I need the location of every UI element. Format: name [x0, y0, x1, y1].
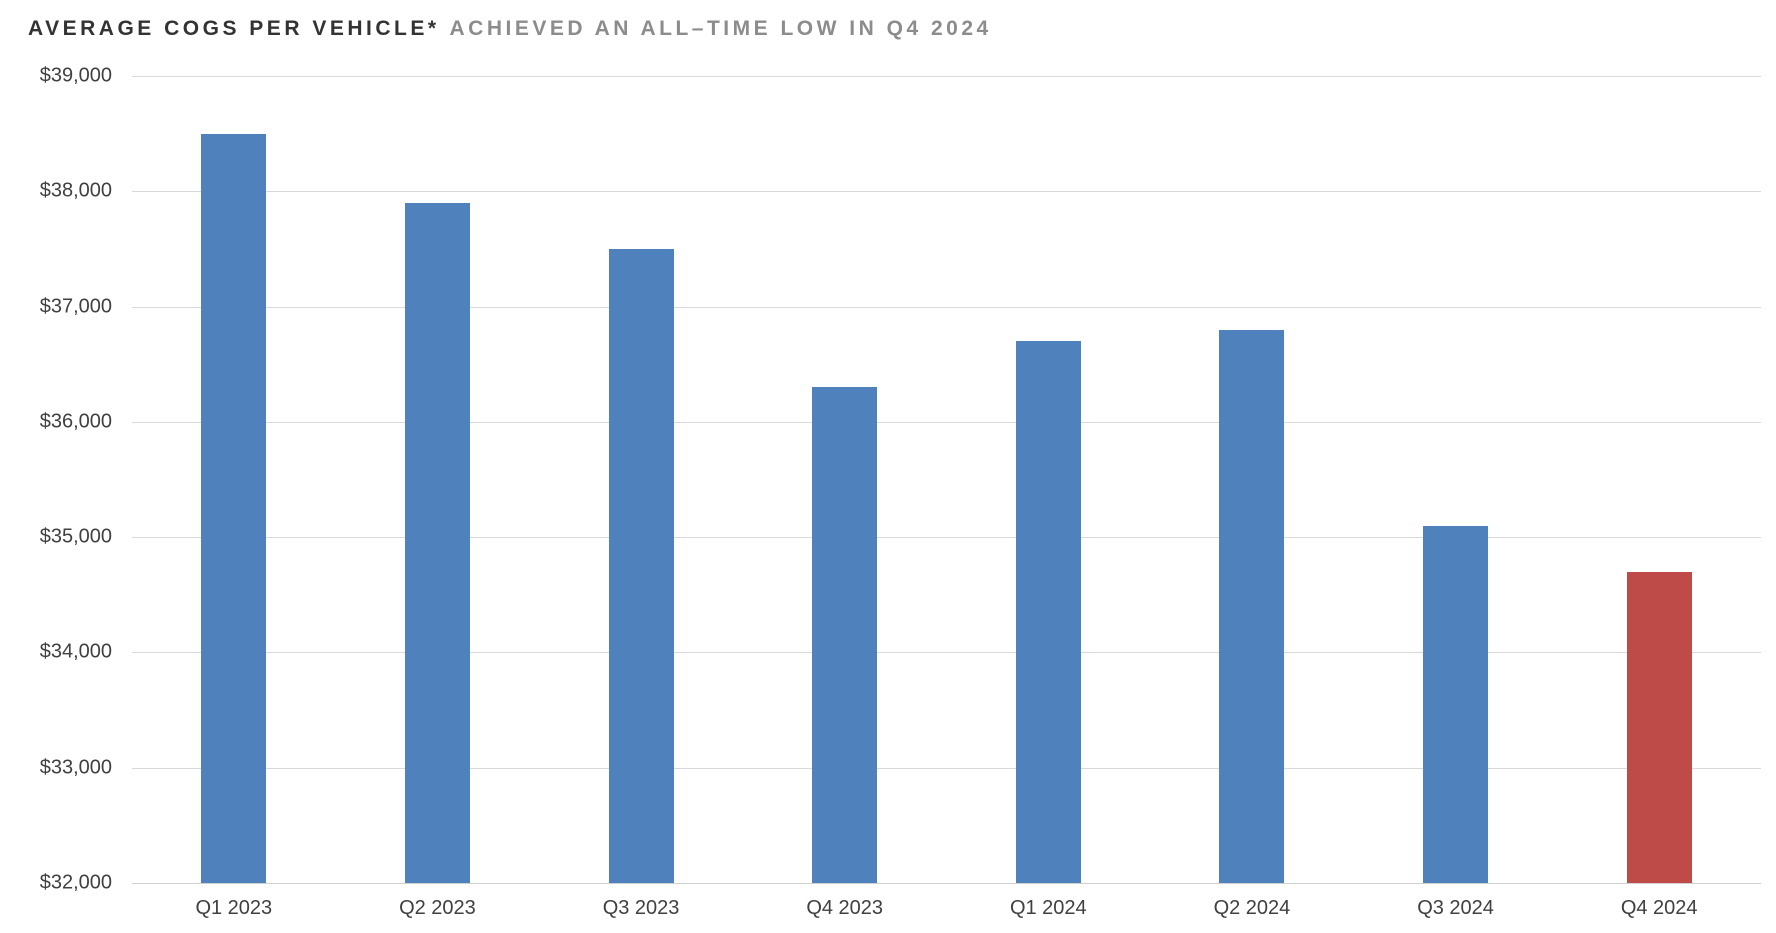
y-axis: $39,000 $38,000 $37,000 $36,000 $35,000 $34,0…	[20, 65, 112, 894]
gridline-35000	[132, 537, 1761, 539]
gridline-38000	[132, 191, 1761, 193]
bar-q3-2023	[608, 248, 674, 883]
x-tick-label-q4-2024: Q4 2024	[1620, 897, 1698, 919]
x-tick-label-q1-2023: Q1 2023	[195, 897, 273, 919]
y-tick-label-37000: $37,000	[39, 295, 112, 318]
x-tick-label-q2-2023: Q2 2023	[399, 897, 476, 919]
gridline-33000	[132, 767, 1761, 769]
bar-q4-2024	[1626, 571, 1692, 883]
y-tick-label-33000: $33,000	[39, 756, 112, 779]
y-tick-label-38000: $38,000	[39, 179, 112, 202]
bar-q2-2023	[404, 202, 470, 883]
y-tick-label-32000: $32,000	[39, 871, 112, 894]
bar-q1-2024	[1015, 341, 1081, 883]
gridline-34000	[132, 652, 1761, 654]
bar-q1-2023	[201, 133, 267, 883]
gridline-39000	[132, 76, 1761, 77]
x-tick-label-q3-2023: Q3 2023	[602, 897, 680, 919]
bar-q3-2024	[1423, 525, 1489, 883]
plot-area: Q1 2023 Q2 2023 Q3 2023 Q4 2023 Q1 2024 Q2 20…	[132, 76, 1761, 919]
gridline-32000	[132, 883, 1761, 884]
y-tick-label-39000: $39,000	[39, 64, 112, 87]
x-tick-label-q2-2024: Q2 2024	[1213, 897, 1291, 919]
x-tick-label-q1-2024: Q1 2024	[1009, 897, 1087, 919]
x-tick-label-q3-2024: Q3 2024	[1417, 897, 1494, 919]
chart-title: AVERAGE COGS PER VEHICLE* ACHIEVED AN ALL…	[28, 17, 992, 41]
gridline-37000	[132, 306, 1761, 308]
chart-title-subtitle: ACHIEVED AN ALL–TIME LOW IN Q4 2024	[449, 17, 992, 40]
chart-title-main: AVERAGE COGS PER VEHICLE*	[28, 17, 440, 40]
y-tick-label-36000: $36,000	[39, 410, 112, 433]
y-tick-label-35000: $35,000	[39, 525, 112, 548]
x-tick-label-q4-2023: Q4 2023	[806, 897, 884, 919]
gridline-36000	[132, 421, 1761, 423]
y-tick-label-34000: $34,000	[39, 640, 112, 663]
bar-q4-2023	[812, 387, 878, 883]
bar-q2-2024	[1219, 329, 1285, 883]
